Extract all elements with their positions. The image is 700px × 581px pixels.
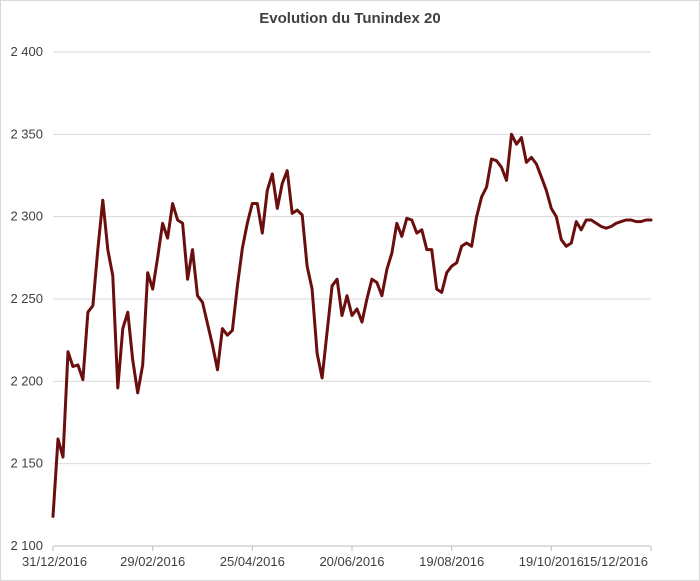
- y-tick-label: 2 250: [10, 291, 43, 306]
- y-axis: 2 100 2 150 2 200 2 250 2 300 2 350 2 400: [10, 44, 43, 553]
- y-tick-label: 2 100: [10, 538, 43, 553]
- x-axis: 31/12/2016 29/02/2016 25/04/2016 20/06/2016…: [22, 546, 652, 569]
- y-tick-label: 2 200: [10, 373, 43, 388]
- y-tick-label: 2 350: [10, 126, 43, 141]
- y-tick-label: 2 150: [10, 456, 43, 471]
- x-tick-label: 19/08/2016: [419, 554, 484, 569]
- y-tick-label: 2 400: [10, 44, 43, 59]
- x-tick-label: 29/02/2016: [120, 554, 185, 569]
- series: [51, 132, 653, 518]
- x-tick-label: 31/12/2016: [22, 554, 87, 569]
- chart-title: Evolution du Tunindex 20: [259, 10, 441, 27]
- x-tick-label: 25/04/2016: [220, 554, 285, 569]
- gridlines: [53, 51, 651, 547]
- series-line: [51, 132, 653, 518]
- x-tick-label: 19/10/2016: [519, 554, 584, 569]
- x-tick-label: 20/06/2016: [319, 554, 384, 569]
- y-tick-label: 2 300: [10, 209, 43, 224]
- x-tick-label: 15/12/2016: [583, 554, 648, 569]
